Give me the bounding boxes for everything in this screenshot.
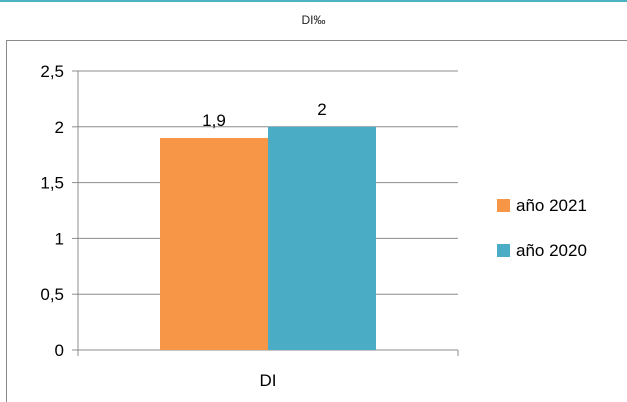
y-tick-label: 1,5 bbox=[40, 174, 64, 193]
data-label: 2 bbox=[317, 100, 326, 119]
legend: año 2021 año 2020 bbox=[497, 196, 587, 260]
y-tick-label: 1 bbox=[55, 229, 64, 248]
y-tick-label: 2,5 bbox=[40, 62, 64, 81]
bar-año-2020 bbox=[268, 126, 376, 350]
chart-frame bbox=[6, 40, 627, 402]
data-label: 1,9 bbox=[202, 111, 226, 130]
legend-label: año 2021 bbox=[516, 196, 587, 215]
y-tick-labels: 0 0,5 1 1,5 2 2,5 bbox=[40, 62, 64, 360]
top-accent-rule bbox=[0, 0, 627, 2]
bar-año-2021 bbox=[160, 137, 268, 350]
page-title: DI‰ bbox=[301, 13, 326, 27]
legend-label: año 2020 bbox=[516, 241, 587, 260]
x-tick-label: DI bbox=[260, 371, 277, 390]
x-tick-labels: DI bbox=[260, 371, 277, 390]
y-tick-label: 0 bbox=[55, 341, 64, 360]
legend-swatch bbox=[497, 244, 510, 257]
y-tick-label: 2 bbox=[55, 118, 64, 137]
bars bbox=[160, 126, 376, 350]
y-tick-label: 0,5 bbox=[40, 285, 64, 304]
legend-swatch bbox=[497, 199, 510, 212]
data-labels: 1,92 bbox=[202, 100, 327, 130]
